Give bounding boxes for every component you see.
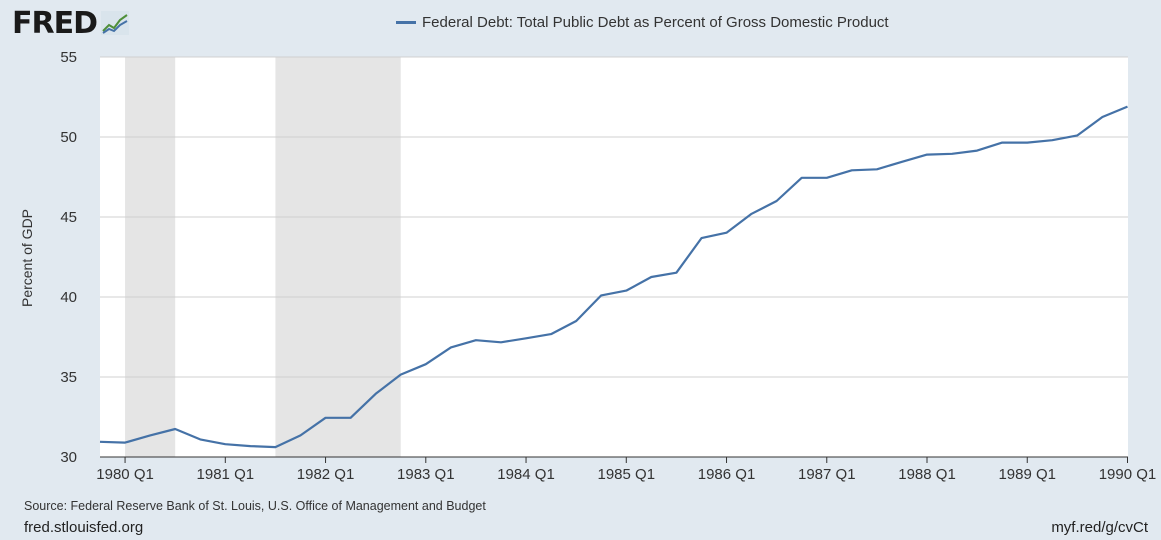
- legend-series-label: Federal Debt: Total Public Debt as Perce…: [422, 14, 889, 31]
- chart-legend: Federal Debt: Total Public Debt as Perce…: [396, 14, 889, 31]
- y-tick-label: 50: [60, 129, 77, 146]
- plot-area: [100, 57, 1128, 457]
- recession-band-1: [275, 57, 401, 457]
- x-tick-label: 1984 Q1: [497, 466, 555, 483]
- source-note: Source: Federal Reserve Bank of St. Loui…: [24, 499, 486, 513]
- site-link[interactable]: fred.stlouisfed.org: [24, 519, 144, 536]
- x-tick-label: 1990 Q1: [1099, 466, 1157, 483]
- recession-band-0: [125, 57, 176, 457]
- y-tick-label: 40: [60, 289, 77, 306]
- legend-series-swatch: [396, 21, 416, 24]
- y-tick-label: 30: [60, 449, 77, 466]
- x-tick-label: 1986 Q1: [698, 466, 756, 483]
- x-tick-label: 1987 Q1: [798, 466, 856, 483]
- y-tick-label: 55: [60, 49, 77, 66]
- logo-text: FRED: [12, 5, 98, 41]
- chart-line-icon: [101, 11, 129, 35]
- y-tick-label: 35: [60, 369, 77, 386]
- fred-logo[interactable]: FRED: [12, 5, 129, 41]
- x-tick-label: 1980 Q1: [96, 466, 154, 483]
- short-url-link[interactable]: myf.red/g/cvCt: [1051, 519, 1148, 536]
- x-tick-label: 1985 Q1: [598, 466, 656, 483]
- x-tick-label: 1981 Q1: [197, 466, 255, 483]
- x-tick-label: 1989 Q1: [998, 466, 1056, 483]
- x-tick-label: 1988 Q1: [898, 466, 956, 483]
- y-tick-label: 45: [60, 209, 77, 226]
- x-tick-label: 1982 Q1: [297, 466, 355, 483]
- x-tick-label: 1983 Q1: [397, 466, 455, 483]
- series-line-0: [99, 105, 1128, 449]
